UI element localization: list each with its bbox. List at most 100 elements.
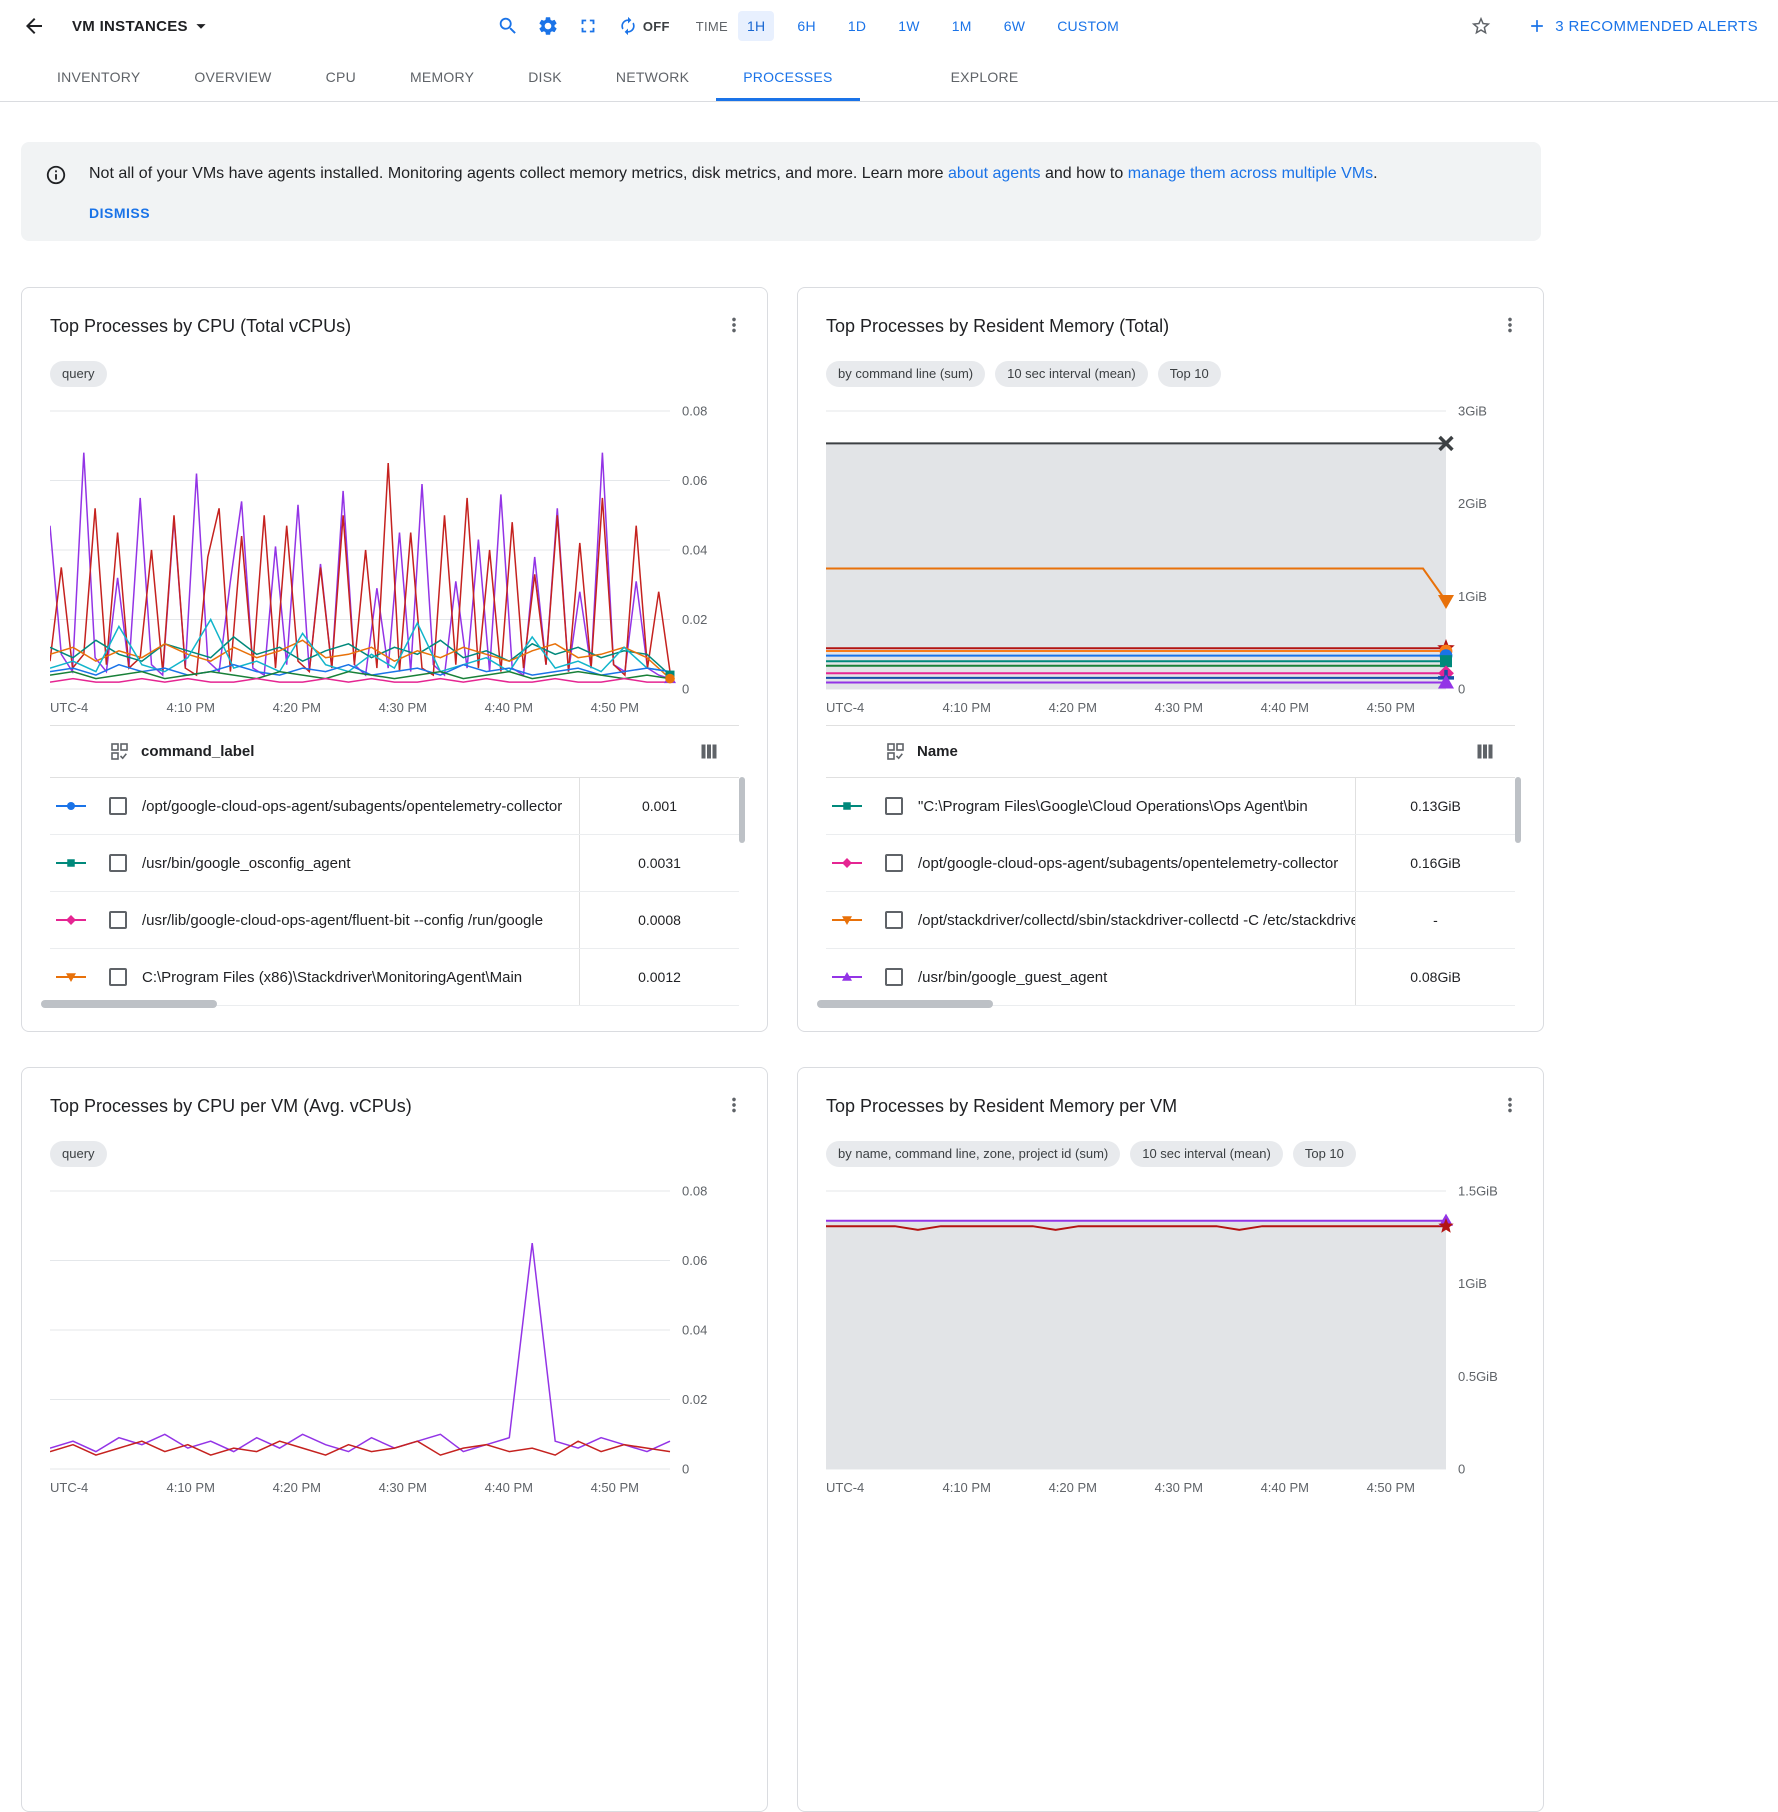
chip-row: query xyxy=(50,1141,739,1167)
table-row: /opt/stackdriver/collectd/sbin/stackdriv… xyxy=(826,892,1515,949)
dashboard-grid: Top Processes by CPU (Total vCPUs) query… xyxy=(21,287,1778,1812)
about-agents-link[interactable]: about agents xyxy=(948,165,1041,182)
search-icon xyxy=(499,17,516,34)
more-options-icon[interactable] xyxy=(1497,312,1523,341)
filter-chip[interactable]: Top 10 xyxy=(1157,361,1221,387)
time-range-custom[interactable]: CUSTOM xyxy=(1048,11,1128,41)
row-checkbox[interactable] xyxy=(885,797,903,815)
svg-text:4:30 PM: 4:30 PM xyxy=(379,1480,427,1495)
table-header: command_label xyxy=(50,726,739,778)
table-row: /opt/google-cloud-ops-agent/subagents/op… xyxy=(50,778,739,835)
banner-text-middle: and how to xyxy=(1040,165,1128,182)
row-checkbox[interactable] xyxy=(109,968,127,986)
row-checkbox[interactable] xyxy=(885,968,903,986)
tab-cpu[interactable]: CPU xyxy=(325,68,356,85)
memory-total-chart[interactable]: 0 1GiB 2GiB 3GiB UTC-4 4:10 PM 4:20 PM 4:30 PM 4… xyxy=(826,403,1516,715)
row-checkbox[interactable] xyxy=(885,854,903,872)
time-range-1m[interactable]: 1M xyxy=(943,11,981,41)
process-value: 0.0031 xyxy=(579,835,739,891)
time-range-1h[interactable]: 1H xyxy=(738,11,775,41)
svg-text:4:40 PM: 4:40 PM xyxy=(1261,700,1309,715)
search-button[interactable] xyxy=(488,6,528,46)
process-label: "C:\Program Files\Google\Cloud Operation… xyxy=(918,797,1308,815)
time-range-6w[interactable]: 6W xyxy=(995,11,1035,41)
tab-overview[interactable]: OVERVIEW xyxy=(194,68,272,85)
process-value: 0.0008 xyxy=(579,892,739,948)
svg-text:UTC-4: UTC-4 xyxy=(826,1480,864,1495)
process-value: 0.16GiB xyxy=(1355,835,1515,891)
filter-chip[interactable]: 10 sec interval (mean) xyxy=(1130,1141,1283,1167)
more-options-icon[interactable] xyxy=(721,312,747,341)
time-range-1d[interactable]: 1D xyxy=(839,11,875,41)
tab-processes[interactable]: PROCESSES xyxy=(716,52,859,101)
row-checkbox[interactable] xyxy=(109,854,127,872)
svg-text:1GiB: 1GiB xyxy=(1458,1276,1487,1291)
fullscreen-button[interactable] xyxy=(568,6,608,46)
tab-explore[interactable]: EXPLORE xyxy=(950,68,1019,85)
vertical-scrollbar[interactable] xyxy=(1515,777,1521,843)
filter-chip[interactable]: Top 10 xyxy=(1292,1141,1356,1167)
filter-chip[interactable]: query xyxy=(50,1141,107,1167)
svg-text:4:20 PM: 4:20 PM xyxy=(1049,1480,1097,1495)
cpu-total-chart[interactable]: 0 0.02 0.04 0.06 0.08 UTC-4 4:10 PM 4:20 PM 4:30… xyxy=(50,403,740,715)
manage-vms-link[interactable]: manage them across multiple VMs xyxy=(1127,165,1374,182)
series-trend-icon xyxy=(56,859,86,867)
svg-text:0.02: 0.02 xyxy=(682,1392,707,1407)
column-chooser-icon[interactable] xyxy=(1477,744,1493,759)
svg-text:0.04: 0.04 xyxy=(682,1323,707,1338)
card-title: Top Processes by Resident Memory (Total) xyxy=(826,316,1170,336)
series-trend-icon xyxy=(56,973,86,982)
cpu-per-vm-chart[interactable]: 0 0.02 0.04 0.06 0.08 UTC-4 4:10 PM 4:20 PM 4:30… xyxy=(50,1183,740,1495)
table-row: /usr/bin/google_guest_agent 0.08GiB xyxy=(826,949,1515,1006)
grid-select-icon[interactable] xyxy=(887,743,904,760)
more-options-icon[interactable] xyxy=(721,1092,747,1121)
process-label: /opt/google-cloud-ops-agent/subagents/op… xyxy=(918,854,1339,872)
series-trend-icon xyxy=(56,915,86,925)
filter-chip[interactable]: by command line (sum) xyxy=(826,361,986,387)
tab-memory[interactable]: MEMORY xyxy=(409,68,475,85)
table-header: Name xyxy=(826,726,1515,778)
column-chooser-icon[interactable] xyxy=(701,744,717,759)
row-checkbox[interactable] xyxy=(885,911,903,929)
tab-network[interactable]: NETWORK xyxy=(615,68,690,85)
filter-chip[interactable]: by name, command line, zone, project id … xyxy=(826,1141,1121,1167)
chip-row: by name, command line, zone, project id … xyxy=(826,1141,1515,1167)
horizontal-scrollbar[interactable] xyxy=(817,1000,993,1008)
row-checkbox[interactable] xyxy=(109,911,127,929)
vertical-scrollbar[interactable] xyxy=(739,777,745,843)
table-header-label: command_label xyxy=(141,743,255,760)
memory-per-vm-chart[interactable]: 0 0.5GiB 1GiB 1.5GiB UTC-4 4:10 PM 4:20 PM 4:30… xyxy=(826,1183,1516,1495)
svg-text:0.5GiB: 0.5GiB xyxy=(1458,1369,1498,1384)
table-row: /usr/bin/google_osconfig_agent 0.0031 xyxy=(50,835,739,892)
time-range-1w[interactable]: 1W xyxy=(889,11,929,41)
process-value: - xyxy=(1355,892,1515,948)
plus-icon xyxy=(1531,20,1544,32)
filter-chip[interactable]: query xyxy=(50,361,107,387)
auto-refresh-state: OFF xyxy=(642,18,670,34)
info-icon xyxy=(45,163,67,223)
recommended-alerts-button[interactable]: 3 RECOMMENDED ALERTS xyxy=(1527,16,1758,36)
svg-text:UTC-4: UTC-4 xyxy=(50,1480,88,1495)
page-title-menu[interactable]: VM INSTANCES xyxy=(72,15,212,37)
star-button[interactable] xyxy=(1461,6,1501,46)
grid-select-icon[interactable] xyxy=(111,743,128,760)
settings-button[interactable] xyxy=(528,6,568,46)
more-options-icon[interactable] xyxy=(1497,1092,1523,1121)
dismiss-button[interactable]: DISMISS xyxy=(89,205,151,221)
tab-inventory[interactable]: INVENTORY xyxy=(57,68,141,85)
time-range-6h[interactable]: 6H xyxy=(788,11,824,41)
svg-text:0.04: 0.04 xyxy=(682,543,707,558)
horizontal-scrollbar[interactable] xyxy=(41,1000,217,1008)
series-trend-icon xyxy=(832,972,862,981)
svg-text:4:20 PM: 4:20 PM xyxy=(273,1480,321,1495)
auto-refresh-toggle[interactable]: OFF xyxy=(618,16,670,36)
topbar: VM INSTANCES OFF TIME 1H 6H 1D 1W 1M 6W CUSTOM… xyxy=(0,0,1778,52)
banner-text-after: . xyxy=(1373,165,1378,182)
filter-chip[interactable]: 10 sec interval (mean) xyxy=(995,361,1148,387)
chip-row: query xyxy=(50,361,739,387)
tab-disk[interactable]: DISK xyxy=(528,68,562,85)
row-checkbox[interactable] xyxy=(109,797,127,815)
back-button[interactable] xyxy=(14,6,54,46)
table-row: /usr/lib/google-cloud-ops-agent/fluent-b… xyxy=(50,892,739,949)
gear-icon xyxy=(539,17,557,35)
